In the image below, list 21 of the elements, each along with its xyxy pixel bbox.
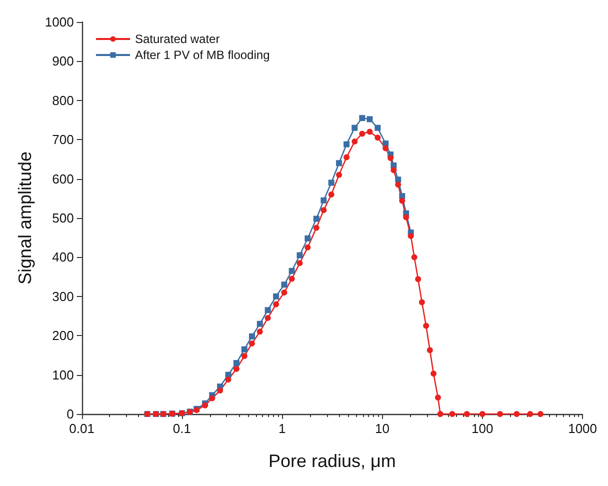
- y-tick-label: 900: [52, 54, 74, 69]
- y-tick-label: 800: [52, 92, 74, 108]
- y-tick-label: 600: [52, 171, 74, 186]
- x-tick-label: 0.01: [69, 421, 94, 436]
- y-tick-label: 200: [52, 328, 74, 344]
- y-tick-label: 400: [52, 250, 74, 265]
- x-tick-label: 0.1: [172, 421, 192, 436]
- x-tick-label: 100: [472, 421, 494, 436]
- legend-label: After 1 PV of MB flooding: [135, 48, 270, 62]
- y-tick-label: 700: [52, 132, 74, 148]
- y-axis-title: Signal amplitude: [15, 151, 35, 285]
- x-tick-label: 1000: [568, 421, 597, 436]
- y-tick-label: 0: [66, 406, 74, 422]
- x-axis-title: Pore radius, μm: [268, 451, 396, 471]
- y-tick-label: 100: [52, 367, 74, 382]
- x-tick-label: 10: [375, 421, 390, 436]
- legend-label: Saturated water: [135, 32, 220, 46]
- y-tick-label: 1000: [44, 14, 74, 30]
- x-tick-label: 1: [278, 421, 286, 436]
- y-tick-label: 300: [52, 288, 74, 304]
- y-tick-label: 500: [52, 210, 74, 226]
